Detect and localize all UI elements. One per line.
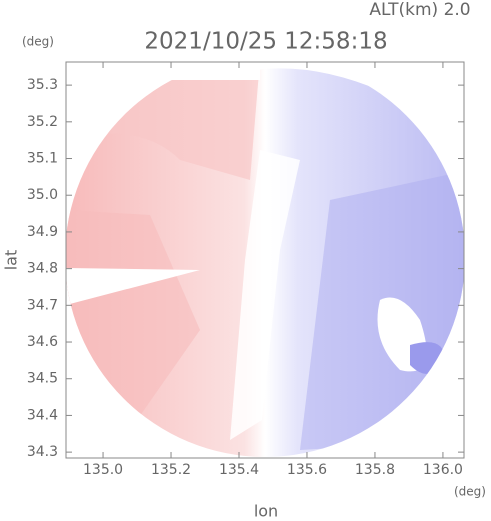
y-tick-label: 35.3 (27, 77, 58, 93)
y-unit: (deg) (22, 35, 54, 49)
y-tick-label: 34.8 (27, 261, 58, 277)
chart-title: 2021/10/25 12:58:18 (144, 29, 387, 55)
plot-frame (65, 61, 465, 459)
radar-image (66, 62, 464, 457)
y-tick-label: 34.5 (27, 371, 58, 387)
y-tick-label: 34.3 (27, 444, 58, 460)
x-tick-label: 135.2 (151, 462, 191, 478)
x-tick-label: 135.4 (219, 462, 259, 478)
y-tick-label: 35.1 (27, 151, 58, 167)
x-unit: (deg) (454, 485, 486, 499)
y-tick-label: 34.9 (27, 224, 58, 240)
y-tick-label: 35.0 (27, 187, 58, 203)
y-axis-title: lat (2, 250, 21, 271)
x-tick-label: 136.0 (423, 462, 463, 478)
y-tick-label: 34.6 (27, 334, 58, 350)
y-tick-label: 35.2 (27, 114, 58, 130)
x-tick-label: 135.8 (355, 462, 395, 478)
altitude-label: ALT(km) 2.0 (369, 0, 470, 20)
y-tick-label: 34.7 (27, 297, 58, 313)
x-tick-label: 135.0 (83, 462, 123, 478)
x-axis-title: lon (254, 502, 278, 521)
y-tick-label: 34.4 (27, 407, 58, 423)
x-tick-label: 135.6 (287, 462, 327, 478)
